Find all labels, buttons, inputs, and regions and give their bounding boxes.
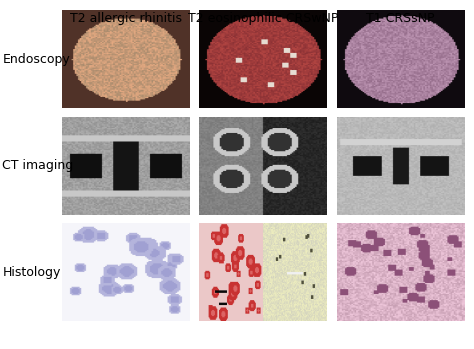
Text: CT imaging: CT imaging: [2, 159, 73, 172]
Text: Histology: Histology: [2, 266, 61, 279]
Text: T2 allergic rhinitis: T2 allergic rhinitis: [70, 12, 182, 25]
Text: Endoscopy: Endoscopy: [2, 53, 70, 66]
Text: T1 CRSsNP: T1 CRSsNP: [366, 12, 435, 25]
Text: T2 eosinophilic CRSwNP: T2 eosinophilic CRSwNP: [188, 12, 338, 25]
